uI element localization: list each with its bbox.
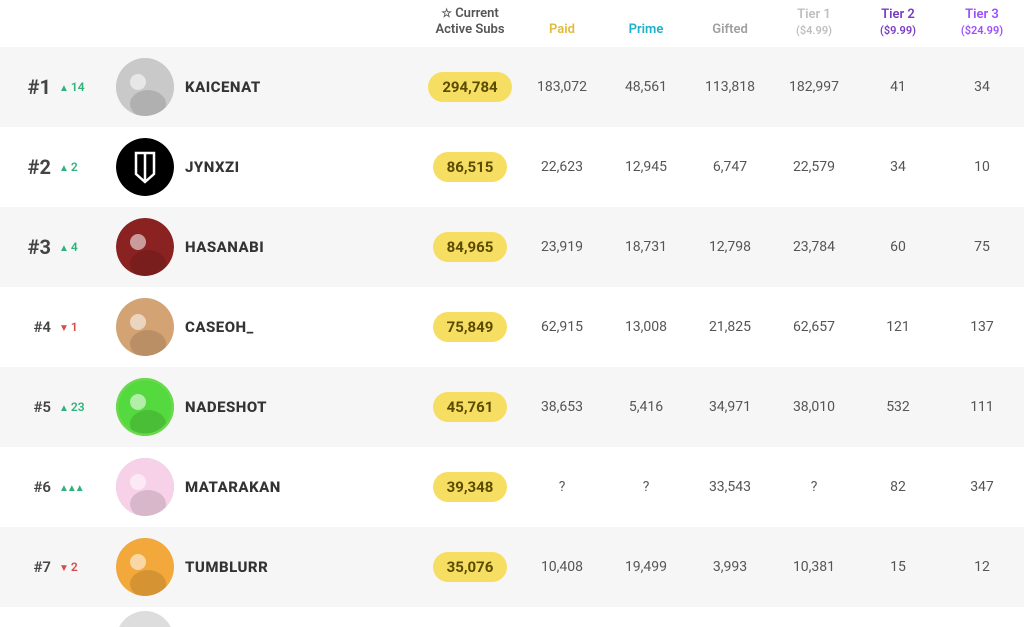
gifted-value: 34,971 bbox=[709, 399, 751, 415]
col-header-gifted[interactable]: Gifted bbox=[688, 22, 772, 37]
col-header-tier3[interactable]: Tier 3 ($24.99) bbox=[940, 7, 1024, 37]
paid-value: 22,623 bbox=[541, 159, 583, 175]
tier2-value: 41 bbox=[890, 79, 906, 95]
streamer-name[interactable]: NADESHOT bbox=[185, 398, 267, 416]
table-row[interactable]: #2 ▲2 JYNXZI 86,515 22,623 12,945 6,747 … bbox=[0, 127, 1024, 207]
tier3-value: 137 bbox=[970, 319, 994, 335]
avatar[interactable] bbox=[116, 138, 174, 196]
prime-value: 19,499 bbox=[625, 559, 667, 575]
rank-label: #4 bbox=[33, 318, 51, 336]
streamer-name[interactable]: HASANABI bbox=[185, 238, 264, 256]
col-header-tier1[interactable]: Tier 1 ($4.99) bbox=[772, 7, 856, 37]
rank-delta: ▲23 bbox=[55, 399, 105, 415]
rank-delta: ▼2 bbox=[55, 559, 105, 575]
col-header-active-subs[interactable]: ☆ Current Active Subs bbox=[420, 6, 520, 37]
rank-delta: ▲4 bbox=[55, 239, 105, 255]
rank-delta: ▲▲▲ bbox=[55, 479, 105, 495]
avatar bbox=[116, 611, 174, 627]
active-subs-pill: 84,965 bbox=[433, 232, 508, 262]
active-subs-pill: 86,515 bbox=[433, 152, 508, 182]
paid-value: 23,919 bbox=[541, 239, 583, 255]
paid-value: 38,653 bbox=[541, 399, 583, 415]
tier2-value: 532 bbox=[886, 399, 910, 415]
col-header-paid[interactable]: Paid bbox=[520, 22, 604, 37]
tier2-value: 15 bbox=[890, 559, 906, 575]
rank-label: #2 bbox=[28, 155, 51, 179]
tier1-value: 10,381 bbox=[793, 559, 835, 575]
paid-value: 183,072 bbox=[537, 79, 587, 95]
tier3-value: 347 bbox=[970, 479, 994, 495]
paid-value: 10,408 bbox=[541, 559, 583, 575]
rank-label: #5 bbox=[33, 398, 51, 416]
tier1-value: 62,657 bbox=[793, 319, 835, 335]
gifted-value: 6,747 bbox=[713, 159, 747, 175]
prime-value: 18,731 bbox=[625, 239, 667, 255]
tier1-value: 23,784 bbox=[793, 239, 835, 255]
table-row[interactable]: #6 ▲▲▲ MATARAKAN 39,348 ? ? 33,543 ? 82 … bbox=[0, 447, 1024, 527]
paid-value: ? bbox=[559, 479, 566, 495]
table-row[interactable]: #1 ▲14 KAICENAT 294,784 183,072 48,561 1… bbox=[0, 47, 1024, 127]
streamer-name[interactable]: TUMBLURR bbox=[185, 558, 268, 576]
tier2-value: 82 bbox=[890, 479, 906, 495]
tier1-value: 22,579 bbox=[793, 159, 835, 175]
table-row[interactable]: #4 ▼1 CASEOH_ 75,849 62,915 13,008 21,82… bbox=[0, 287, 1024, 367]
rank-label: #7 bbox=[33, 558, 51, 576]
active-subs-pill: 294,784 bbox=[428, 72, 511, 102]
active-subs-pill: 45,761 bbox=[433, 392, 508, 422]
active-subs-pill: 39,348 bbox=[433, 472, 508, 502]
streamer-name[interactable]: MATARAKAN bbox=[185, 478, 281, 496]
star-icon: ☆ bbox=[441, 6, 452, 20]
rank-delta: ▲2 bbox=[55, 159, 105, 175]
tier3-value: 12 bbox=[974, 559, 990, 575]
tier1-value: 182,997 bbox=[789, 79, 839, 95]
table-row[interactable]: #3 ▲4 HASANABI 84,965 23,919 18,731 12,7… bbox=[0, 207, 1024, 287]
tier2-value: 121 bbox=[886, 319, 910, 335]
active-subs-pill: 75,849 bbox=[433, 312, 508, 342]
rank-delta: ▲14 bbox=[55, 79, 105, 95]
tier1-value: 38,010 bbox=[793, 399, 835, 415]
avatar[interactable] bbox=[116, 538, 174, 596]
table-row-partial bbox=[0, 607, 1024, 627]
prime-value: ? bbox=[643, 479, 650, 495]
streamer-name[interactable]: KAICENAT bbox=[185, 78, 261, 96]
tier3-value: 75 bbox=[974, 239, 990, 255]
table-header-row: ☆ Current Active Subs Paid Prime Gifted … bbox=[0, 0, 1024, 47]
rank-label: #6 bbox=[33, 478, 51, 496]
avatar[interactable] bbox=[116, 458, 174, 516]
prime-value: 12,945 bbox=[625, 159, 667, 175]
avatar[interactable] bbox=[116, 378, 174, 436]
leaderboard-table: ☆ Current Active Subs Paid Prime Gifted … bbox=[0, 0, 1024, 627]
gifted-value: 21,825 bbox=[709, 319, 751, 335]
rank-label: #1 bbox=[28, 75, 51, 99]
col-header-tier2[interactable]: Tier 2 ($9.99) bbox=[856, 7, 940, 37]
tier3-value: 34 bbox=[974, 79, 990, 95]
streamer-name[interactable]: JYNXZI bbox=[185, 158, 240, 176]
table-row[interactable]: #5 ▲23 NADESHOT 45,761 38,653 5,416 34,9… bbox=[0, 367, 1024, 447]
prime-value: 5,416 bbox=[629, 399, 663, 415]
gifted-value: 12,798 bbox=[709, 239, 751, 255]
prime-value: 48,561 bbox=[625, 79, 667, 95]
table-row[interactable]: #7 ▼2 TUMBLURR 35,076 10,408 19,499 3,99… bbox=[0, 527, 1024, 607]
streamer-name[interactable]: CASEOH_ bbox=[185, 318, 254, 336]
tier1-value: ? bbox=[811, 479, 818, 495]
avatar[interactable] bbox=[116, 298, 174, 356]
col-header-prime[interactable]: Prime bbox=[604, 22, 688, 37]
tier2-value: 60 bbox=[890, 239, 906, 255]
rank-label: #3 bbox=[28, 235, 51, 259]
tier3-value: 111 bbox=[970, 399, 994, 415]
tier3-value: 10 bbox=[974, 159, 990, 175]
rank-delta: ▼1 bbox=[55, 319, 105, 335]
paid-value: 62,915 bbox=[541, 319, 583, 335]
tier2-value: 34 bbox=[890, 159, 906, 175]
gifted-value: 113,818 bbox=[705, 79, 755, 95]
prime-value: 13,008 bbox=[625, 319, 667, 335]
avatar[interactable] bbox=[116, 218, 174, 276]
active-subs-pill: 35,076 bbox=[433, 552, 508, 582]
avatar[interactable] bbox=[116, 58, 174, 116]
gifted-value: 3,993 bbox=[713, 559, 747, 575]
gifted-value: 33,543 bbox=[709, 479, 751, 495]
